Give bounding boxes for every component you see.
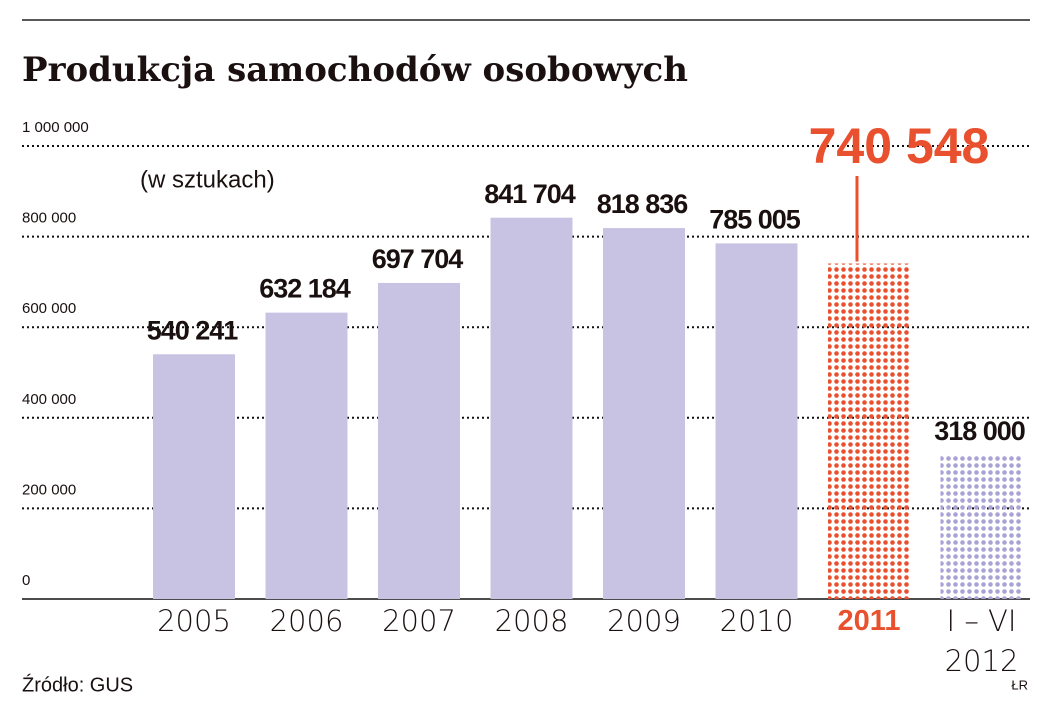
value-label: 818 836 <box>597 189 689 219</box>
y-tick-label: 0 <box>22 572 30 589</box>
x-tick-label: 2011 <box>837 605 901 637</box>
y-tick-label: 200 000 <box>22 481 76 498</box>
x-tick-label: 2005 <box>157 604 231 638</box>
bar <box>603 228 685 599</box>
x-tick-label: 2007 <box>382 604 456 638</box>
bar <box>490 217 573 600</box>
bar <box>715 243 798 599</box>
y-tick-label: 600 000 <box>22 300 76 317</box>
y-tick-label: 800 000 <box>22 210 76 227</box>
value-label: 318 000 <box>934 416 1025 446</box>
x-tick-label: 2008 <box>494 604 569 638</box>
value-label: 785 005 <box>709 205 801 235</box>
credit: ŁR <box>1011 677 1028 692</box>
value-label: 841 704 <box>484 179 576 209</box>
subtitle: (w sztukach) <box>140 166 275 193</box>
x-tick-label: 2006 <box>269 604 344 638</box>
value-label: 540 241 <box>147 315 239 345</box>
y-tick-label: 400 000 <box>22 391 76 408</box>
value-label: 697 704 <box>372 244 464 274</box>
y-tick-label: 1 000 000 <box>22 119 89 136</box>
bar <box>265 312 348 599</box>
value-label: 632 184 <box>259 274 351 304</box>
chart-title: Produkcja samochodów osobowych <box>22 50 688 90</box>
value-label: 740 548 <box>809 118 990 174</box>
bar <box>153 354 235 599</box>
bar <box>828 263 910 599</box>
x-tick-label: I – VI 2012 <box>944 604 1019 678</box>
source: Źródło: GUS <box>22 673 133 696</box>
x-tick-label: 2009 <box>607 604 681 638</box>
bar <box>378 282 460 599</box>
x-tick-label: 2010 <box>719 604 794 638</box>
bar <box>940 454 1023 599</box>
